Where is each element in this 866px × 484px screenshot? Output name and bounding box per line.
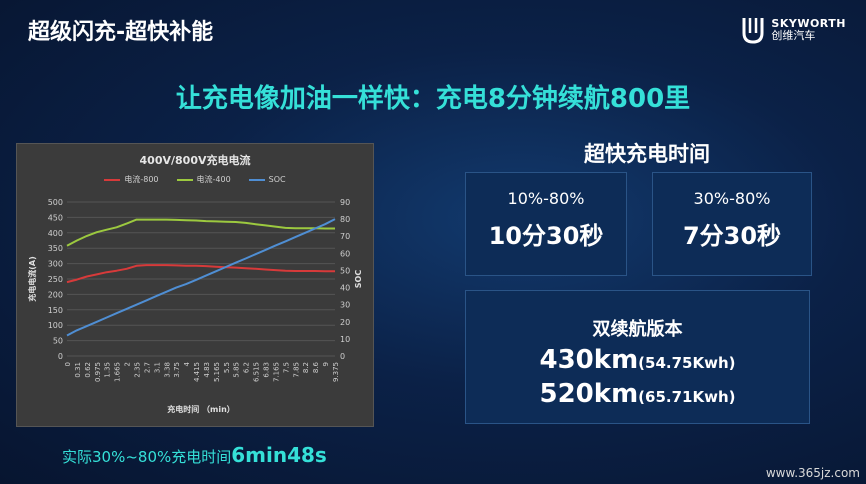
brand-name-en: SKYWORTH — [771, 16, 846, 30]
x-tick-label: 3.1 — [153, 362, 161, 373]
y2-axis-label: SOC — [354, 270, 363, 289]
right-panel-title: 超快充电时间 — [584, 142, 710, 166]
slide-title: 超级闪充-超快补能 — [28, 20, 214, 45]
skyworth-logo-icon — [742, 18, 764, 44]
y-tick-label: 50 — [53, 337, 63, 346]
card-range: 30%-80% — [693, 189, 771, 208]
y2-tick-label: 30 — [340, 301, 350, 310]
series-line-电流-800 — [66, 264, 335, 284]
y2-tick-label: 40 — [340, 284, 350, 293]
y-tick-label: 0 — [58, 352, 63, 361]
chart-title: 400V/800V充电电流 — [139, 154, 251, 167]
y2-tick-label: 70 — [340, 232, 350, 241]
x-tick-label: 0.31 — [74, 362, 82, 378]
brand-name-cn: 创维汽车 — [771, 29, 816, 42]
y2-tick-label: 50 — [340, 266, 350, 275]
x-tick-label: 6.515 — [253, 362, 261, 382]
legend-item-soc: SOC — [248, 174, 286, 185]
x-tick-label: 9 — [322, 362, 330, 366]
legend-label-800: 电流-800 — [124, 175, 159, 184]
y2-tick-label: 10 — [340, 335, 350, 344]
x-tick-label: 4 — [183, 361, 191, 366]
legend-label-soc: SOC — [268, 175, 286, 184]
brand-logo: SKYWORTH 创维汽车 — [741, 16, 846, 44]
x-tick-label: 5.165 — [213, 362, 221, 382]
x-tick-label: 7.5 — [282, 362, 290, 373]
charge-card-10-80: 10%-80% 10分30秒 — [465, 172, 627, 276]
x-tick-label: 8.2 — [302, 362, 310, 373]
x-tick-label: 2.7 — [143, 362, 151, 373]
note-value: 6min48s — [231, 443, 327, 467]
y2-tick-label: 60 — [340, 249, 350, 258]
x-tick-label: 5.5 — [223, 362, 231, 373]
x-tick-label: 8.6 — [312, 361, 320, 373]
x-tick-label: 7.165 — [272, 362, 280, 382]
y2-tick-label: 80 — [340, 215, 350, 224]
headline: 让充电像加油一样快：充电8分钟续航800里 — [175, 84, 691, 114]
y-axis-label: 充电电流(A) — [27, 256, 37, 302]
note-prefix: 实际30%~80%充电时间 — [62, 448, 232, 466]
y-tick-label: 150 — [48, 306, 63, 315]
chart-panel: 0 50 100 150 200 250 300 350 400 450 500 0 10 20 30 40 5… — [16, 143, 374, 427]
y-tick-label: 400 — [48, 229, 63, 238]
version-line-520: 520km(65.71Kwh) — [466, 379, 809, 409]
x-tick-label: 0 — [64, 362, 72, 366]
range-version-card: 双续航版本 430km(54.75Kwh) 520km(65.71Kwh) — [465, 290, 810, 424]
x-tick-label: 3.38 — [163, 362, 171, 378]
version-kwh: (65.71Kwh) — [638, 388, 736, 406]
x-tick-label: 3.75 — [173, 362, 181, 378]
x-tick-label: 6.83 — [263, 362, 271, 378]
x-axis-label: 充电时间 （min） — [167, 404, 235, 414]
y-tick-label: 350 — [48, 244, 63, 253]
x-tick-label: 4.83 — [203, 362, 211, 378]
x-tick-label: 2 — [124, 362, 132, 366]
x-tick-label: 7.85 — [292, 362, 300, 378]
version-line-430: 430km(54.75Kwh) — [466, 345, 809, 375]
version-kwh: (54.75Kwh) — [638, 354, 736, 372]
x-tick-label: 6.2 — [243, 362, 251, 373]
legend-item-800: 电流-800 — [104, 174, 159, 185]
y2-tick-label: 90 — [340, 198, 350, 207]
x-tick-label: 1.35 — [104, 362, 112, 378]
charge-card-30-80: 30%-80% 7分30秒 — [652, 172, 812, 276]
y2-tick-label: 0 — [340, 352, 345, 361]
series-line-SOC — [66, 218, 336, 337]
y-tick-label: 450 — [48, 213, 63, 222]
y-tick-label: 100 — [48, 321, 63, 330]
legend-label-400: 电流-400 — [196, 175, 231, 184]
legend-swatch-800 — [104, 178, 121, 181]
version-km: 520km — [539, 379, 639, 409]
x-tick-label: 1.665 — [114, 362, 122, 382]
chart-legend: 电流-800 电流-400 SOC — [17, 174, 373, 185]
x-tick-label: 0.62 — [84, 362, 92, 378]
current-soc-chart: 0501001502002503003504004505000102030405… — [27, 198, 363, 414]
actual-charge-note: 实际30%~80%充电时间6min48s — [62, 443, 327, 467]
y-tick-label: 300 — [48, 260, 63, 269]
card-range: 10%-80% — [507, 189, 585, 208]
card-time: 10分30秒 — [488, 222, 604, 250]
version-title: 双续航版本 — [592, 319, 683, 340]
x-tick-label: 4.415 — [193, 362, 201, 382]
y-tick-label: 200 — [48, 290, 63, 299]
card-time: 7分30秒 — [682, 222, 782, 250]
x-tick-label: 2.35 — [133, 362, 141, 378]
x-tick-label: 9.375 — [332, 362, 340, 382]
y2-tick-label: 20 — [340, 318, 350, 327]
legend-item-400: 电流-400 — [176, 174, 231, 185]
version-km: 430km — [539, 345, 639, 375]
y-tick-label: 500 — [48, 198, 63, 207]
y-tick-label: 250 — [48, 275, 63, 284]
x-tick-label: 5.85 — [233, 362, 241, 378]
series-line-电流-400 — [66, 218, 335, 247]
legend-swatch-400 — [176, 178, 193, 181]
watermark: www.365jz.com — [765, 466, 860, 480]
legend-swatch-soc — [248, 178, 265, 181]
x-tick-label: 0.975 — [94, 362, 102, 382]
